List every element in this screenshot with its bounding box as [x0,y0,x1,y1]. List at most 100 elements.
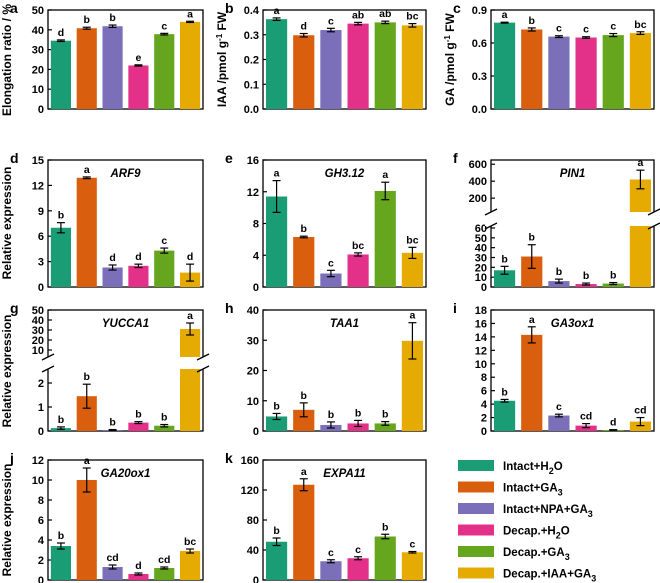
axis-break-mark [484,208,498,216]
panel-label: j [9,450,14,466]
bar [50,546,71,580]
y-tick-label: 160 [241,455,259,467]
bar [128,422,149,431]
significance-letter: b [529,232,535,244]
y-tick-label: 4 [481,399,488,411]
y-tick-label: 12 [32,180,44,192]
y-tick-label: 9 [38,206,44,218]
bar [347,423,369,431]
bar [374,536,396,580]
y-tick-label: 6 [481,386,487,398]
significance-letter: c [583,24,589,36]
significance-letter: c [161,20,167,32]
y-tick-label: 40 [247,305,259,317]
y-tick-label: 6 [38,515,44,527]
gene-name: YUCCA1 [102,318,149,330]
y-tick-label: 8 [253,219,259,231]
bar-break-gap [628,212,653,226]
y-tick-label: 40 [32,25,44,37]
axis-break-mark [41,353,55,361]
y-tick-label: 0 [481,426,487,438]
significance-letter: bc [184,536,196,548]
y-tick-label: 0 [38,575,44,583]
bar [293,484,315,580]
y-axis-label: Relative expression [0,315,14,428]
bar [102,567,123,580]
significance-letter: cd [634,405,646,417]
y-tick-label: 0 [253,426,259,438]
significance-letter: ab [379,8,391,20]
panel-h: 0 10 20 30 40 b b b b b a h TAA1 [225,300,427,438]
bar [265,416,288,431]
significance-letter: a [502,9,508,21]
bar [521,256,543,287]
legend-swatch [458,503,494,514]
y-tick-label: 20 [247,366,259,378]
y-axis-label: Elongation ratio / % [0,4,14,116]
significance-letter: d [135,560,141,572]
significance-letter: a [84,455,90,467]
significance-letter: b [501,386,507,398]
bar [320,273,342,287]
significance-letter: b [301,223,307,235]
y-tick-label: 20 [475,262,487,274]
axis-break-mark [196,353,210,361]
y-tick-label: 14 [475,332,488,344]
axis-break-mark [647,222,660,230]
significance-letter: b [58,530,64,542]
legend-swatch [458,524,494,536]
y-tick-label: 8 [38,495,44,507]
significance-letter: b [273,400,279,412]
bar [154,568,175,580]
significance-letter: c [328,547,334,559]
legend-entry: Intact+H2O [503,461,563,476]
significance-letter: a [301,466,307,478]
significance-letter: c [610,21,616,33]
significance-letter: b [583,270,589,282]
bar [548,415,570,431]
bar-break-gap [179,357,202,369]
significance-letter: b [382,409,388,421]
significance-letter: b [273,525,279,537]
significance-letter: a [382,169,388,181]
bar [320,30,342,109]
legend-swatch [458,460,494,471]
significance-letter: b [301,390,307,402]
bar [401,340,424,431]
panel-label: k [225,450,233,466]
legend-entry: Intact+GA3 [503,483,563,498]
panel-label: c [453,0,461,16]
significance-letter: b [529,15,535,27]
y-tick-label: 0.3 [472,71,487,83]
y-tick-label: 120 [241,485,259,497]
axis-break-mark [41,365,55,373]
significance-letter: ab [352,9,364,21]
bar [401,25,424,109]
y-tick-label: 12 [475,345,487,357]
significance-letter: d [187,251,193,263]
bar [602,35,624,109]
significance-letter: b [355,407,361,419]
panel-frame [47,159,204,288]
panel-label: e [225,150,233,166]
bar [629,421,652,431]
significance-letter: b [328,409,334,421]
panel-label: i [453,300,457,316]
significance-letter: b [58,210,64,222]
panel-k: 0 40 80 120 160 b a c c b c k EXPA11 [225,450,427,583]
bar [180,329,201,431]
significance-letter: c [328,257,334,269]
bar [128,65,149,109]
bar [265,196,288,287]
bar [293,35,315,110]
significance-letter: d [109,252,115,264]
significance-letter: b [610,270,616,282]
y-tick-label: 10 [475,272,487,284]
y-tick-label: 16 [247,155,259,167]
gene-name: EXPA11 [323,468,365,480]
panel-label: d [10,150,19,166]
